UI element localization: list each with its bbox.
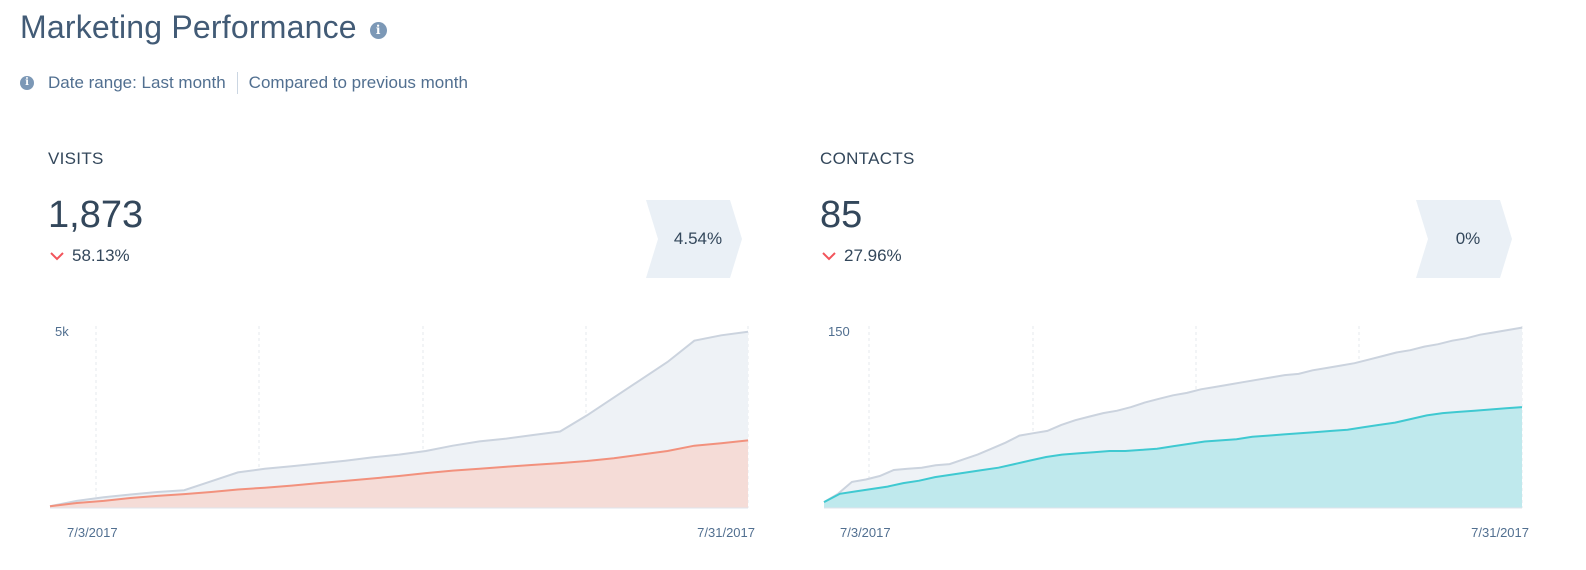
- y-tick-label: 150: [828, 324, 850, 339]
- x-tick-label: 7/3/2017: [840, 525, 891, 540]
- contacts-change-percent: 27.96%: [844, 246, 902, 265]
- previous-period-line[interactable]: [823, 326, 1523, 503]
- contacts-value: 85: [820, 194, 863, 236]
- report-filters: i Date range: Last month Compared to pre…: [20, 72, 468, 94]
- visits-change-percent: 58.13%: [72, 246, 130, 265]
- current-period-line[interactable]: [49, 439, 749, 508]
- page-title: Marketing Performance i: [20, 9, 387, 46]
- chevron-down-icon: [822, 252, 836, 261]
- contacts-conversion-badge: 0%: [1416, 200, 1512, 278]
- y-tick-label: 5k: [55, 324, 69, 339]
- chevron-down-icon: [50, 252, 64, 261]
- current-period-area: [824, 407, 1522, 508]
- contacts-chart: 150 7/3/2017 7/31/2017: [823, 324, 1529, 540]
- contacts-card: CONTACTS 85 27.96% 0% 150 7/3/2017 7/31/20…: [820, 140, 1529, 560]
- title-info-icon[interactable]: i: [369, 22, 387, 39]
- visits-conversion-badge: 4.54%: [646, 200, 742, 278]
- previous-period-line[interactable]: [49, 330, 749, 508]
- comparison-label[interactable]: Compared to previous month: [248, 73, 468, 92]
- chevron-arrow-icon: [646, 200, 742, 278]
- chevron-arrow-icon: [1416, 200, 1512, 278]
- contacts-change: 27.96%: [822, 246, 902, 266]
- visits-card: VISITS 1,873 58.13% 4.54% 5k 7/3/2017 7/31…: [48, 140, 755, 560]
- x-tick-label: 7/3/2017: [67, 525, 118, 540]
- contacts-conversion-rate: 0%: [1455, 229, 1481, 248]
- visits-change: 58.13%: [50, 246, 130, 266]
- page-title-text: Marketing Performance: [20, 9, 357, 45]
- visits-conversion-rate: 4.54%: [673, 229, 723, 248]
- visits-label: VISITS: [48, 149, 104, 168]
- visits-value: 1,873: [48, 194, 144, 236]
- filter-divider: [236, 72, 238, 94]
- date-range-label[interactable]: Date range: Last month: [48, 73, 226, 92]
- visits-chart: 5k 7/3/2017 7/31/2017: [49, 324, 755, 540]
- current-period-line[interactable]: [823, 406, 1523, 503]
- x-tick-label: 7/31/2017: [697, 525, 755, 540]
- x-tick-label: 7/31/2017: [1471, 525, 1529, 540]
- contacts-label: CONTACTS: [820, 149, 915, 168]
- filter-info-icon[interactable]: i: [20, 76, 34, 90]
